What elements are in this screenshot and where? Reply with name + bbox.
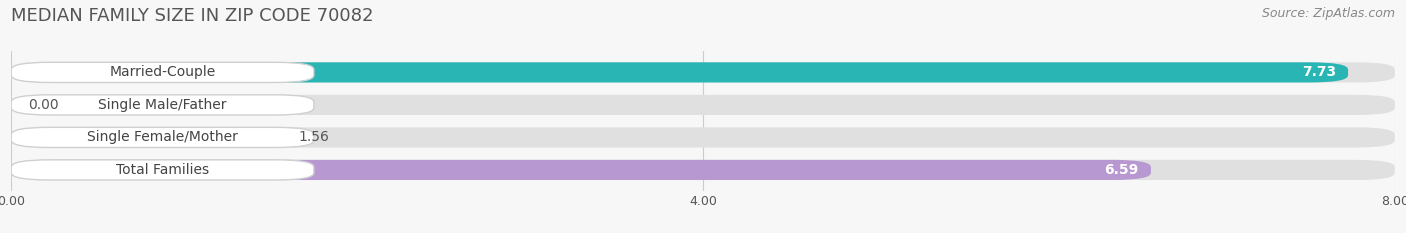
- FancyBboxPatch shape: [11, 62, 314, 82]
- Text: 1.56: 1.56: [298, 130, 329, 144]
- FancyBboxPatch shape: [11, 62, 1348, 82]
- FancyBboxPatch shape: [11, 127, 1395, 147]
- Text: MEDIAN FAMILY SIZE IN ZIP CODE 70082: MEDIAN FAMILY SIZE IN ZIP CODE 70082: [11, 7, 374, 25]
- FancyBboxPatch shape: [11, 95, 314, 115]
- Text: Total Families: Total Families: [117, 163, 209, 177]
- Text: 7.73: 7.73: [1302, 65, 1336, 79]
- FancyBboxPatch shape: [11, 62, 1395, 82]
- Text: Single Male/Father: Single Male/Father: [98, 98, 226, 112]
- FancyBboxPatch shape: [11, 160, 314, 180]
- Text: Single Female/Mother: Single Female/Mother: [87, 130, 238, 144]
- FancyBboxPatch shape: [11, 160, 1395, 180]
- Text: Married-Couple: Married-Couple: [110, 65, 215, 79]
- FancyBboxPatch shape: [11, 95, 1395, 115]
- Text: Source: ZipAtlas.com: Source: ZipAtlas.com: [1261, 7, 1395, 20]
- Text: 0.00: 0.00: [28, 98, 59, 112]
- Text: 6.59: 6.59: [1105, 163, 1139, 177]
- FancyBboxPatch shape: [11, 127, 281, 147]
- FancyBboxPatch shape: [11, 127, 314, 147]
- FancyBboxPatch shape: [11, 160, 1152, 180]
